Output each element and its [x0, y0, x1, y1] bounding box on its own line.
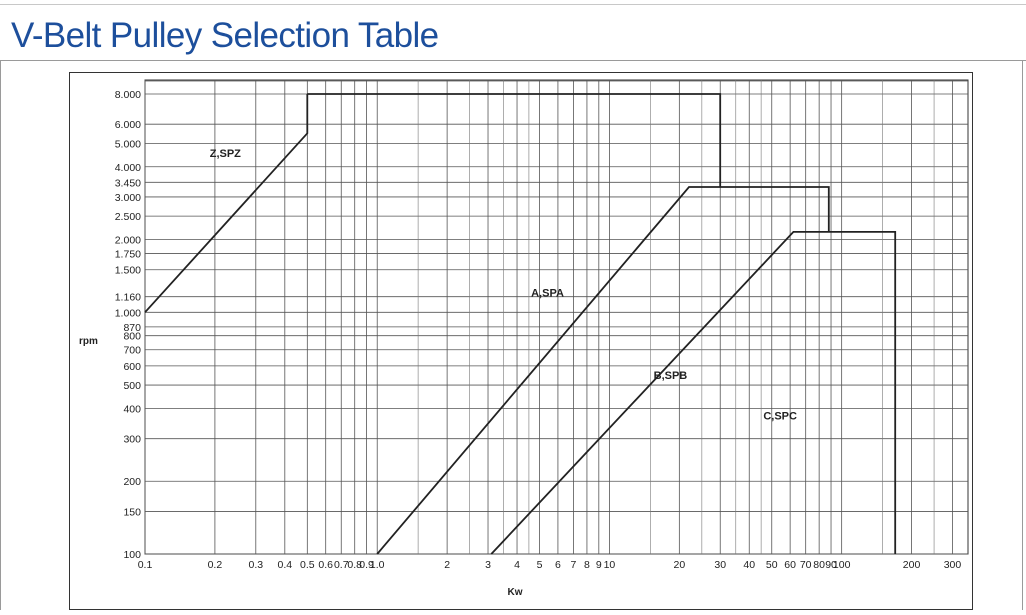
y-tick-label: 1.500	[115, 265, 141, 277]
y-tick-label: 500	[123, 380, 141, 392]
series-line-b-spb	[376, 186, 830, 555]
x-tick-label: 200	[903, 559, 921, 571]
y-tick-label: 6.000	[115, 119, 141, 131]
x-tick-label: 40	[743, 559, 755, 571]
y-tick-label: 700	[123, 345, 141, 357]
x-tick-label: 9	[596, 559, 602, 571]
x-tick-label: 0.7	[334, 559, 349, 571]
x-axis-label: Kw	[508, 587, 523, 598]
page-header: V-Belt Pulley Selection Table	[0, 14, 1026, 61]
x-tick-label: 20	[673, 559, 685, 571]
x-tick-label: 8	[584, 559, 590, 571]
x-tick-label: 0.1	[138, 559, 153, 571]
series-line-c-spc	[490, 230, 897, 555]
chart-border	[69, 72, 973, 610]
y-axis-label: rpm	[79, 336, 98, 347]
x-tick-label: 300	[944, 559, 962, 571]
y-tick-label: 2.500	[115, 211, 141, 223]
y-tick-label: 1.160	[115, 292, 141, 304]
region-labels: Z,SPZ A,SPA B,SPB C,SPC	[210, 148, 797, 423]
x-tick-label: 0.3	[248, 559, 263, 571]
x-tick-label: 0.5	[300, 559, 315, 571]
x-tick-label: 4	[514, 559, 520, 571]
x-tick-label: 0.6	[318, 559, 333, 571]
page-title: V-Belt Pulley Selection Table	[11, 16, 439, 55]
x-tick-label: 50	[766, 559, 778, 571]
x-tick-label: 6	[555, 559, 561, 571]
y-tick-label: 300	[123, 434, 141, 446]
x-tick-label: 5	[537, 559, 543, 571]
x-tick-labels: 0.1 0.2 0.3 0.4 0.5 0.6 0.70.80.91.0 2 3 4 5 6 7 8 9 10…	[138, 559, 962, 571]
y-tick-label: 2.000	[115, 235, 141, 247]
x-tick-label: 0.8	[347, 559, 362, 571]
x-tick-label: 1.0	[370, 559, 385, 571]
y-tick-label: 1.750	[115, 249, 141, 261]
x-tick-label: 0.9	[359, 559, 374, 571]
x-tick-label: 60	[784, 559, 796, 571]
y-tick-label: 200	[123, 476, 141, 488]
series-label: B,SPB	[654, 370, 688, 382]
series-label: C,SPC	[763, 411, 797, 423]
x-tick-label: 10	[604, 559, 616, 571]
frame-right-border	[1022, 60, 1023, 610]
y-tick-label: 3.450	[115, 177, 141, 189]
y-tick-label: 400	[123, 403, 141, 415]
x-gridlines	[144, 80, 953, 554]
x-tick-label: 80	[813, 559, 825, 571]
y-tick-label: 800	[123, 331, 141, 343]
series-line-a-spa	[307, 93, 722, 187]
x-tick-label: 2	[444, 559, 450, 571]
chart-panel: 100 150 200 300 400 500 600 700 800 870 1.000 1.160…	[69, 72, 973, 610]
x-tick-label: 0.2	[208, 559, 223, 571]
x-tick-label: 3	[485, 559, 491, 571]
x-tick-label: 30	[714, 559, 726, 571]
y-tick-label: 870	[123, 322, 141, 334]
frame-left-border	[0, 60, 1, 610]
x-tick-label: 7	[571, 559, 577, 571]
y-tick-label: 1.000	[115, 307, 141, 319]
x-tick-label: 100	[833, 559, 851, 571]
y-tick-label: 4.000	[115, 162, 141, 174]
series-label: A,SPA	[531, 288, 564, 300]
series-layer	[144, 93, 897, 555]
top-divider	[0, 4, 1026, 5]
y-tick-label: 600	[123, 361, 141, 373]
y-tick-label: 5.000	[115, 138, 141, 150]
series-line-z-spz	[144, 94, 309, 313]
x-tick-label: 0.4	[278, 559, 293, 571]
y-tick-label: 100	[123, 549, 141, 561]
y-tick-label: 8.000	[115, 89, 141, 101]
x-tick-label: 90	[825, 559, 837, 571]
y-tick-label: 3.000	[115, 192, 141, 204]
selection-chart: 1001502003004005006007008008701.0001.160…	[69, 72, 973, 610]
x-tick-label: 70	[800, 559, 812, 571]
y-tick-label: 150	[123, 506, 141, 518]
series-label: Z,SPZ	[210, 148, 241, 160]
